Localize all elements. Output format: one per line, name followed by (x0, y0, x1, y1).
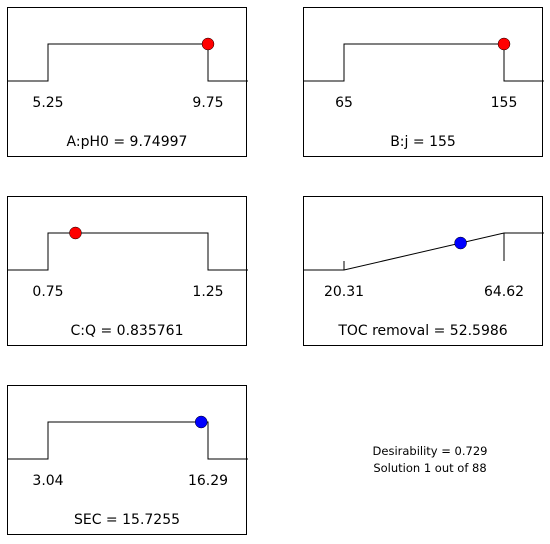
response-value: 52.5986 (449, 323, 508, 339)
ramp-panel-sec: 3.04 16.29 SEC = 15.7255 (7, 385, 248, 535)
ramp-line (304, 43, 544, 82)
tick-label-low: 20.31 (323, 284, 365, 300)
factor-value: 0.835761 (116, 323, 184, 339)
ramp-panel-ph0: 5.25 9.75 A:pH0 = 9.74997 (7, 7, 248, 157)
panel-title: TOC removal = 52.5986 (338, 323, 508, 339)
ramp-plot (8, 415, 248, 460)
ramp-plot (304, 37, 544, 82)
tick-label-low: 3.04 (32, 473, 64, 489)
response-label: SEC (73, 512, 102, 528)
panel-title: C:Q = 0.835761 (70, 323, 184, 339)
ramp-plot (8, 37, 248, 82)
solution-text: Solution 1 out of 88 (373, 461, 487, 475)
panel-title: A:pH0 = 9.74997 (66, 134, 188, 150)
tick-label-high: 9.75 (192, 95, 224, 111)
ramp-marker (454, 236, 467, 250)
ramp-panel-q: 0.75 1.25 C:Q = 0.835761 (7, 196, 248, 346)
tick-label-high: 64.62 (483, 284, 525, 300)
ramp-panel-toc-removal: 20.31 64.62 TOC removal = 52.5986 (303, 196, 544, 346)
tick-label-high: 16.29 (187, 473, 229, 489)
ramp-plot (304, 232, 544, 271)
panel-title: B:j = 155 (390, 134, 456, 150)
ramp-marker (194, 415, 208, 429)
ramp-marker (497, 37, 511, 51)
ramp-line (8, 232, 248, 271)
response-value: 15.7255 (122, 512, 181, 528)
factor-label: B:j (390, 134, 409, 150)
tick-label-high: 1.25 (192, 284, 224, 300)
ramp-panel-j: 65 155 B:j = 155 (303, 7, 544, 157)
ramp-marker (201, 37, 215, 51)
desirability-summary: Desirability = 0.729 Solution 1 out of 8… (355, 443, 505, 477)
ramp-line (8, 421, 248, 460)
desirability-text: Desirability = 0.729 (372, 444, 488, 458)
tick-label-low: 65 (335, 95, 353, 111)
tick-label-high: 155 (490, 95, 518, 111)
factor-label: C:Q (70, 323, 97, 339)
panel-title: SEC = 15.7255 (73, 512, 181, 528)
factor-label: A:pH0 (66, 134, 109, 150)
factor-value: 9.74997 (129, 134, 188, 150)
response-label: TOC removal (338, 323, 430, 339)
tick-label-low: 5.25 (32, 95, 64, 111)
factor-value: 155 (429, 134, 456, 150)
tick-label-low: 0.75 (32, 284, 64, 300)
ramp-line (304, 232, 544, 271)
ramp-plot (8, 226, 248, 271)
ramp-line (8, 43, 248, 82)
ramp-marker (69, 226, 82, 240)
